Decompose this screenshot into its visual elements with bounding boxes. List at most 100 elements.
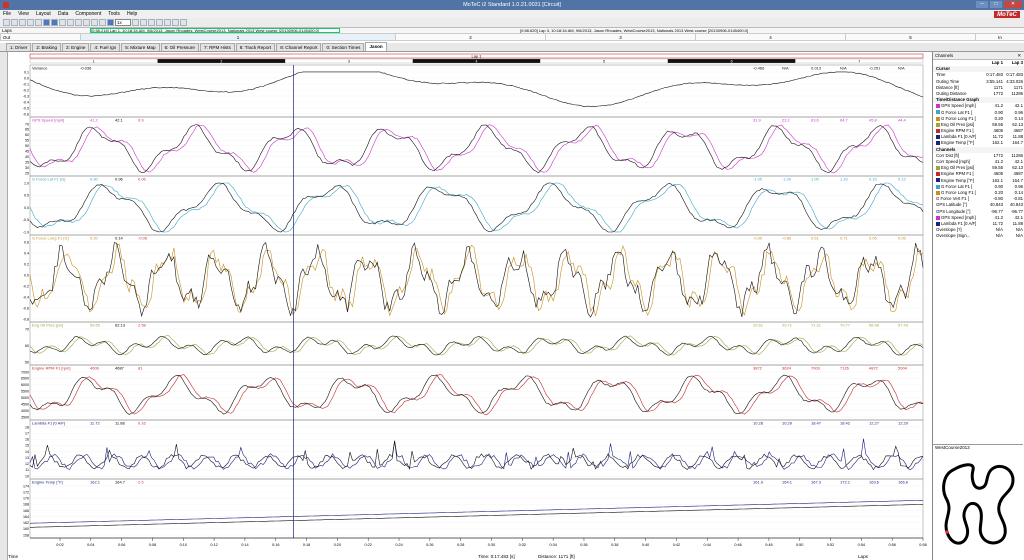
left-toolstrip[interactable] — [0, 52, 8, 560]
graph-pane[interactable] — [29, 364, 924, 421]
graph-pane[interactable] — [29, 478, 924, 539]
lap-2[interactable]: 2 — [395, 34, 545, 40]
tab-rpm-hists[interactable]: 7: RPM Hists — [199, 43, 235, 51]
channel-row[interactable]: GPS Latitude [°] 40.843 40.843 — [933, 202, 1024, 208]
lap-in[interactable]: In — [975, 34, 1024, 40]
cursor-distance: Distance: 1171 [ft] — [538, 554, 575, 559]
channel-row[interactable]: Lambda F1 [0 A/F] 11.72 11.88 — [933, 134, 1024, 140]
track-map-title: WestCourse2013 — [935, 445, 970, 450]
channel-row[interactable]: Engine RPM F1 [4605 4687 — [933, 128, 1024, 134]
tab-jason[interactable]: Jason — [365, 42, 387, 51]
tab-oil-pressure[interactable]: 6: Oil Pressure — [160, 43, 199, 51]
channel-row[interactable]: Corr Dist [ft] 1772 11286 — [933, 153, 1024, 159]
lap-1[interactable]: 1 — [80, 34, 395, 40]
channel-row[interactable]: G Force Lat F1 [0.90 0.96 — [933, 110, 1024, 116]
zoom-select[interactable]: 1x — [115, 19, 131, 26]
channel-group[interactable]: Cursor — [933, 66, 1024, 73]
lap-4[interactable]: 4 — [695, 34, 845, 40]
channel-row[interactable]: Engine RPM F1 [4605 4687 — [933, 171, 1024, 177]
back-icon[interactable] — [75, 19, 82, 26]
lap-3[interactable]: 3 — [545, 34, 695, 40]
first-icon[interactable] — [91, 19, 98, 26]
menu-component[interactable]: Component — [75, 11, 102, 17]
menu-data[interactable]: Data — [57, 11, 69, 17]
channels-panel-close-icon[interactable]: ✕ — [1017, 53, 1021, 58]
menu-view[interactable]: View — [18, 11, 29, 17]
tab-engine[interactable]: 3: Engine — [62, 43, 90, 51]
settings-icon[interactable] — [132, 19, 139, 26]
tab-braking[interactable]: 2: Braking — [32, 43, 62, 51]
last-icon[interactable] — [99, 19, 106, 26]
save-icon[interactable] — [11, 19, 18, 26]
lap-5[interactable]: 5 — [845, 34, 975, 40]
channel-row[interactable]: Lambda F1 [0 A/F] 11.72 11.88 — [933, 221, 1024, 227]
menu-file[interactable]: File — [3, 11, 12, 17]
reference-lap-primary[interactable]: [0:58.216] Lap 1, 10:18:34 AM, 9/6/2013,… — [90, 28, 340, 33]
channel-row[interactable]: GPS Speed [mph] 41.2 42.1 — [933, 215, 1024, 221]
channel-group[interactable]: Channels — [933, 146, 1024, 153]
lap-out[interactable]: Out — [0, 34, 12, 40]
channel-row[interactable]: Distance [ft] 1171 1171 — [933, 85, 1024, 91]
channel-row[interactable]: Engine Temp [°F] 162.1 164.7 — [933, 140, 1024, 146]
cursor-icon[interactable] — [148, 19, 155, 26]
maximize-button[interactable]: □ — [990, 1, 1002, 8]
time-distance-graph[interactable]: Lap 1 1 2 3 4 5 6 7 Variance -0.036 -0.466 N/A 0.013… — [8, 52, 931, 560]
channel-row[interactable]: GPS Longitude [°] -96.77 -96.77 — [933, 209, 1024, 215]
tab-mixture-map[interactable]: 5: Mixture Map — [121, 43, 160, 51]
info-icon[interactable] — [107, 19, 114, 26]
tab-track-report[interactable]: 8: Track Report — [235, 43, 276, 51]
channel-row[interactable]: G Force Vert F1 [-0.80 -0.81 — [933, 196, 1024, 202]
overlay-icon[interactable] — [164, 19, 171, 26]
channel-row[interactable]: Outing Distance 1772 11286 — [933, 91, 1024, 97]
channel-row[interactable]: G Force Lat F1 [0.90 0.96 — [933, 184, 1024, 190]
channel-row[interactable]: Eng Oil Pres [psi] 59.55 62.13 — [933, 165, 1024, 171]
print-icon[interactable] — [19, 19, 26, 26]
y-tick-label: 158 — [23, 533, 29, 537]
tab-driver[interactable]: 1: Driver — [6, 43, 32, 51]
time-distance-icon[interactable] — [51, 19, 58, 26]
graph-pane[interactable] — [29, 175, 924, 236]
minimize-button[interactable]: ─ — [976, 1, 988, 8]
graph-pane[interactable] — [29, 116, 924, 177]
lap-bar[interactable] — [29, 53, 924, 59]
channel-row[interactable]: Overslope [?] N/A N/A — [933, 227, 1024, 233]
menu-tools[interactable]: Tools — [108, 11, 120, 17]
lap-section[interactable] — [795, 58, 924, 64]
graph-pane[interactable] — [29, 64, 924, 118]
graph-pane[interactable] — [29, 419, 924, 480]
zoom-out-icon[interactable] — [67, 19, 74, 26]
cut-icon[interactable] — [27, 19, 34, 26]
track-map[interactable]: WestCourse2013 — [933, 444, 1023, 556]
close-button[interactable]: ✕ — [1004, 1, 1022, 8]
channel-row[interactable]: Corr Speed [mph] 41.2 42.1 — [933, 159, 1024, 165]
channel-row[interactable]: Outing Time 3:55.141 4:33.026 — [933, 79, 1024, 85]
pin-icon[interactable] — [180, 19, 187, 26]
lock-icon[interactable] — [140, 19, 147, 26]
pane-range-value: 29.71 — [782, 323, 793, 328]
graph-icon[interactable] — [43, 19, 50, 26]
channel-row[interactable]: Eng Oil Pres [psi] 59.55 62.13 — [933, 122, 1024, 128]
channel-group[interactable]: Time/Distance Graph — [933, 97, 1024, 104]
tab-fuel-ign[interactable]: 4: Fuel Ign — [90, 43, 121, 51]
y-tick-label: 166 — [23, 509, 29, 513]
channel-row[interactable]: GPS Speed [mph] 41.2 42.1 — [933, 103, 1024, 109]
forward-icon[interactable] — [83, 19, 90, 26]
open-icon[interactable] — [3, 19, 10, 26]
tab-channel-report[interactable]: 8: Channel Report — [276, 43, 322, 51]
menu-help[interactable]: Help — [126, 11, 138, 17]
channel-row[interactable]: Overslope (Sign... N/A N/A — [933, 233, 1024, 239]
channel-row[interactable]: G Force Long F1 [0.20 0.14 — [933, 116, 1024, 122]
channel-row[interactable]: Engine Temp [°F] 162.1 164.7 — [933, 178, 1024, 184]
menu-layout[interactable]: Layout — [35, 11, 51, 17]
channel-row[interactable]: Time 0:17.483 0:17.483 — [933, 72, 1024, 78]
tab-section-times[interactable]: 0: Section Times — [322, 43, 365, 51]
channel-icon[interactable] — [156, 19, 163, 26]
copy-icon[interactable] — [35, 19, 42, 26]
graph-pane[interactable] — [29, 234, 924, 323]
channel-row[interactable]: G Force Long F1 [0.20 0.14 — [933, 190, 1024, 196]
reference-lap-secondary[interactable]: [0:58.620] Lap 3, 10:18:34 AM, 9/6/2013,… — [520, 28, 749, 33]
y-tick-label: -0.6 — [23, 306, 29, 310]
zoom-in-icon[interactable] — [59, 19, 66, 26]
variance-icon[interactable] — [172, 19, 179, 26]
